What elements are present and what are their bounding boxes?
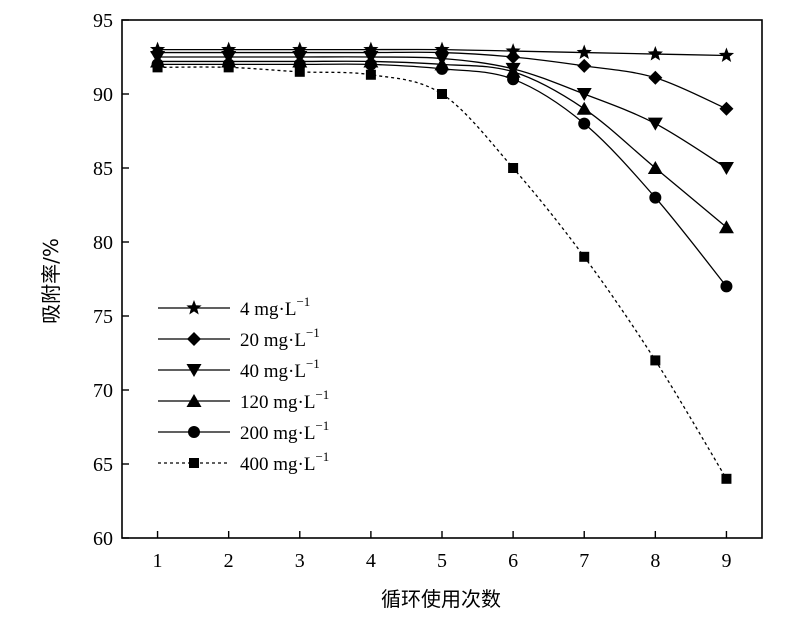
series-line: [157, 66, 727, 480]
x-tick-label: 5: [437, 550, 447, 572]
legend-label-text: 40 mg·L: [240, 361, 306, 382]
data-point-triangle-down: [718, 162, 734, 175]
y-tick-label: 70: [93, 380, 113, 402]
series-line: [157, 60, 727, 228]
series-square: [152, 62, 732, 484]
legend-item: 4 mg·L−1: [158, 294, 310, 320]
data-point-square: [579, 251, 590, 262]
legend-marker-triangle-up: [186, 394, 202, 407]
legend-item: 120 mg·L−1: [158, 387, 329, 413]
series-layer: [149, 41, 735, 484]
legend-label-superscript: −1: [315, 449, 329, 464]
legend-label: 4 mg·L−1: [240, 294, 310, 320]
legend-item: 400 mg·L−1: [158, 449, 329, 475]
data-point-triangle-down: [576, 88, 592, 101]
y-tick-label: 65: [93, 454, 113, 476]
series-triangle-up: [150, 54, 734, 234]
data-point-circle: [507, 73, 520, 86]
data-point-triangle-up: [718, 220, 734, 234]
legend-item: 200 mg·L−1: [158, 418, 329, 444]
legend-label-superscript: −1: [306, 356, 320, 371]
data-point-square: [223, 62, 234, 73]
legend-label-text: 200 mg·L: [240, 423, 315, 444]
legend-label: 40 mg·L−1: [240, 356, 320, 382]
axis-ticks: 1 2 3 4 5 6 7 8 9 60 65 70 75 80 85 90 95: [93, 10, 731, 572]
x-tick-label: 6: [508, 550, 518, 572]
legend-label: 200 mg·L−1: [240, 418, 329, 444]
x-tick-label: 9: [721, 550, 731, 572]
y-tick-label: 60: [93, 528, 113, 550]
legend-label-text: 400 mg·L: [240, 454, 315, 475]
legend-marker-star: [186, 300, 202, 315]
legend-label-superscript: −1: [315, 418, 329, 433]
legend-marker-square: [189, 458, 199, 468]
data-point-star: [718, 47, 735, 62]
data-point-square: [650, 355, 661, 366]
legend-item: 20 mg·L−1: [158, 325, 320, 351]
data-point-diamond: [577, 58, 592, 73]
legend-label-text: 20 mg·L: [240, 330, 306, 351]
data-point-triangle-down: [647, 117, 663, 131]
data-point-square: [152, 62, 163, 73]
data-point-star: [576, 44, 592, 60]
data-point-diamond: [648, 70, 663, 85]
y-tick-label: 95: [93, 10, 113, 32]
x-axis-title: 循环使用次数: [381, 587, 501, 611]
legend-marker-triangle-down: [186, 364, 202, 377]
data-point-diamond: [506, 50, 521, 64]
data-point-diamond: [719, 101, 734, 116]
y-tick-label: 80: [93, 232, 113, 254]
legend-label-superscript: −1: [315, 387, 329, 402]
data-point-circle: [720, 280, 733, 293]
data-point-star: [647, 46, 663, 61]
series-line: [157, 63, 727, 287]
data-point-triangle-up: [647, 161, 663, 174]
data-point-circle: [364, 58, 377, 71]
data-point-square: [508, 163, 519, 173]
data-point-square: [437, 89, 447, 99]
y-tick-label: 85: [93, 158, 113, 180]
legend-label: 120 mg·L−1: [240, 387, 329, 413]
legend-label-superscript: −1: [296, 294, 310, 309]
x-tick-label: 2: [224, 550, 234, 572]
legend-item: 40 mg·L−1: [158, 356, 320, 382]
x-tick-label: 4: [366, 550, 376, 572]
legend-marker-circle: [188, 426, 200, 438]
legend-label: 20 mg·L−1: [240, 325, 320, 351]
legend-label-superscript: −1: [306, 325, 320, 340]
data-point-triangle-up: [576, 101, 592, 115]
y-axis-title: 吸附率/%: [39, 238, 63, 324]
legend-label-text: 120 mg·L: [240, 392, 315, 413]
data-point-square: [721, 473, 732, 484]
x-tick-label: 8: [650, 550, 660, 572]
y-tick-label: 90: [93, 84, 113, 106]
data-point-square: [365, 69, 376, 80]
data-point-square: [294, 66, 305, 77]
x-tick-label: 1: [153, 550, 163, 572]
data-point-circle: [436, 62, 448, 75]
legend-label-text: 4 mg·L: [240, 299, 296, 320]
x-tick-label: 7: [579, 550, 589, 572]
legend-label: 400 mg·L−1: [240, 449, 329, 475]
data-point-circle: [578, 117, 591, 130]
legend-marker-diamond: [187, 332, 201, 346]
y-tick-label: 75: [93, 306, 113, 328]
data-point-circle: [649, 191, 662, 204]
x-tick-label: 3: [295, 550, 305, 572]
